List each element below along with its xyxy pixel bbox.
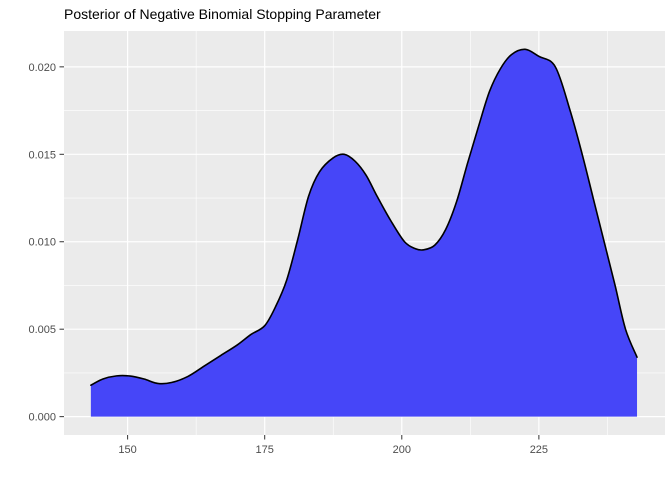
y-tick-label: 0.000 xyxy=(28,412,56,424)
x-tick-label: 225 xyxy=(530,444,548,456)
plot-title: Posterior of Negative Binomial Stopping … xyxy=(64,6,381,22)
x-tick-label: 175 xyxy=(256,444,274,456)
x-tick-label: 150 xyxy=(118,444,136,456)
y-tick-label: 0.005 xyxy=(28,324,56,336)
y-tick-label: 0.015 xyxy=(28,149,56,161)
density-area xyxy=(90,49,638,417)
y-tick-label: 0.020 xyxy=(28,62,56,74)
x-tick-label: 200 xyxy=(393,444,411,456)
y-tick-label: 0.010 xyxy=(28,237,56,249)
density-curve xyxy=(90,48,638,386)
